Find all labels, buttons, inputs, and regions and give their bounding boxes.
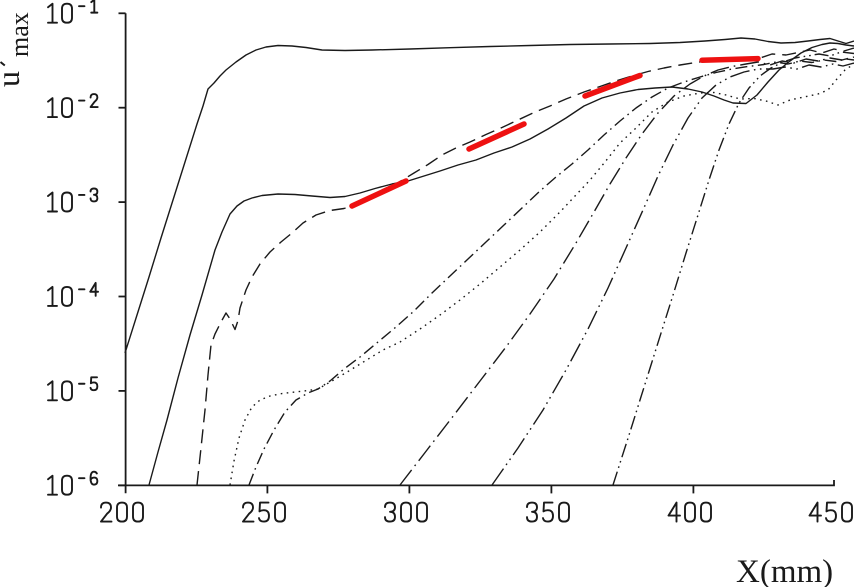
svg-text:X(mm): X(mm) xyxy=(736,554,833,587)
svg-text:max: max xyxy=(5,12,34,57)
svg-text:u: u xyxy=(0,71,26,87)
